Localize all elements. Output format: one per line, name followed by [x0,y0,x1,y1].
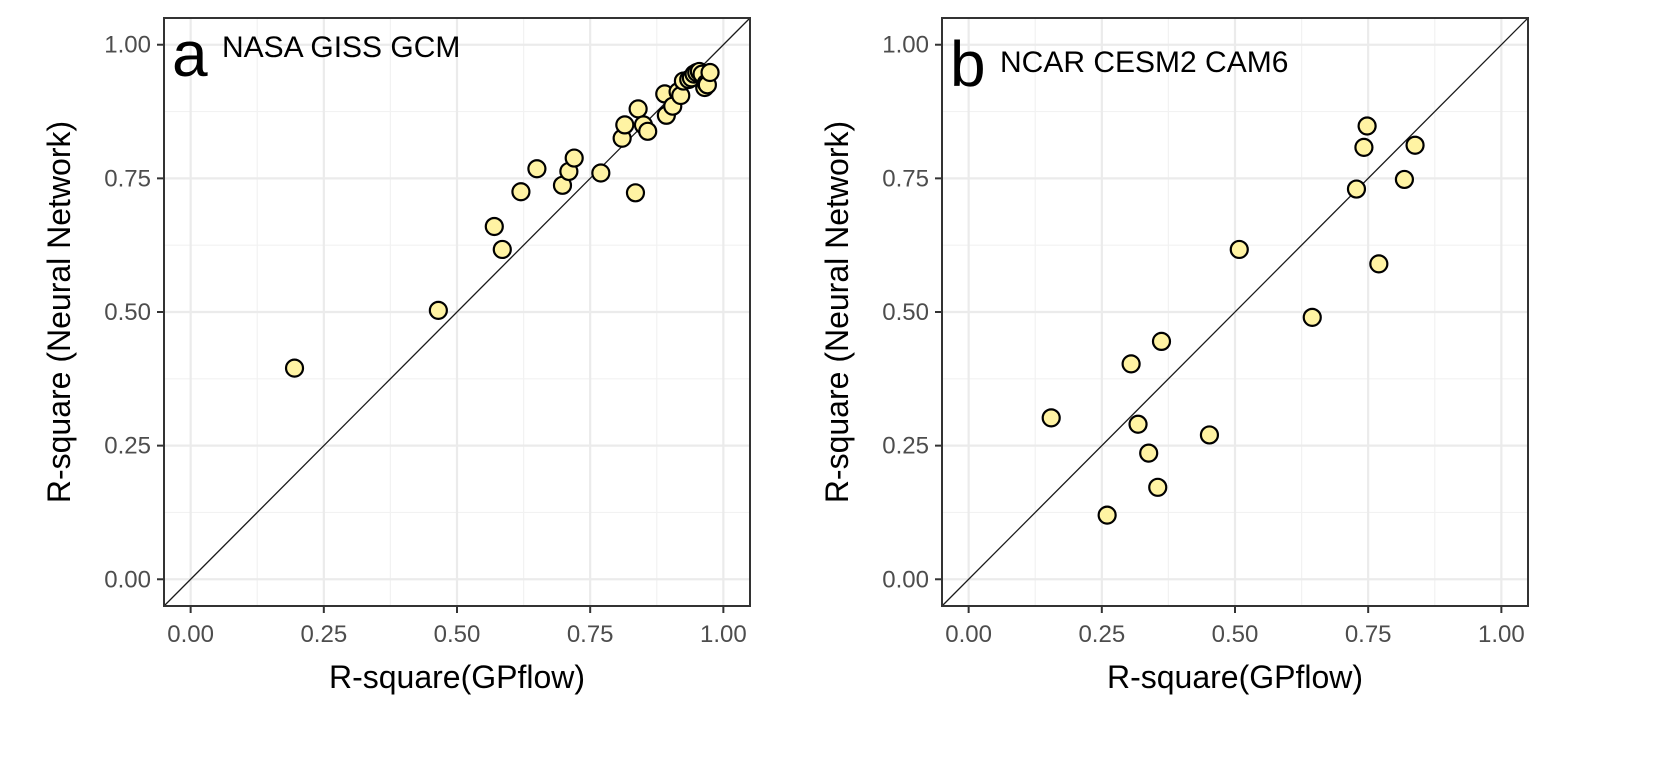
panel-a-y-tick-label: 0.00 [104,566,151,593]
panel-b-data-point [1302,307,1322,327]
panel-a-points [284,61,720,378]
panel-a-identity-line [163,17,751,607]
panel-a-y-tick-label: 0.25 [104,433,151,460]
panel-a-data-point [492,239,512,260]
panel-a-x-axis-title: R-square(GPflow) [329,659,585,695]
panel-a-data-point [615,115,635,135]
panel-a-y-tick-label: 0.50 [104,299,151,326]
panel-a-x-tick-label: 0.75 [567,621,614,648]
panel-b-letter: b [950,28,986,100]
panel-b-x-axis-title: R-square(GPflow) [1107,659,1363,695]
panel-b-data-point [1128,414,1148,434]
panel-a-title: NASA GISS GCM [222,31,460,64]
panel-a-data-point [564,148,584,168]
panel-a-data-point [591,163,611,183]
panel-a-data-point [527,159,547,179]
panel-b-x-tick-label: 0.75 [1345,621,1392,648]
panel-a-y-tick-label: 0.75 [104,165,151,192]
panel-b-x-tick-label: 0.25 [1078,621,1125,648]
panel-a-letter: a [172,18,208,90]
panel-b-data-point [1097,505,1117,525]
panel-a-y-tick-label: 1.00 [104,32,151,59]
panel-b-y-tick-label: 0.00 [882,566,929,593]
panel-b-data-point [1121,354,1141,374]
panel-b-data-point [1199,425,1220,445]
panel-b-data-point [1405,135,1425,155]
panel-b-ticks: 0.00 0.00 0.25 0.25 0.50 0.50 0.75 0.75 1.00 1.00 [882,32,1524,648]
panel-a-data-point [511,182,531,202]
panel-a-ticks: 0.00 0.00 0.25 0.25 0.50 0.50 0.75 0.75 1.00 1.00 [104,32,746,648]
panel-b-y-tick-label: 1.00 [882,32,929,59]
panel-b: 0.00 0.00 0.25 0.25 0.50 0.50 0.75 0.75 1.00 1.00… [819,17,1529,695]
panel-b-x-tick-label: 1.00 [1478,621,1525,648]
panel-b-identity-line [941,17,1529,607]
panel-b-data-point [1229,239,1249,260]
panel-a-data-point [284,358,305,378]
panel-b-y-tick-label: 0.25 [882,433,929,460]
panel-b-points [1041,116,1425,525]
panel-a-data-point [428,300,448,320]
panel-b-data-point [1151,331,1172,351]
panel-b-data-point [1394,169,1415,190]
panel-b-data-point [1139,443,1159,463]
panel-b-data-point [1369,254,1389,274]
panel-b-data-point [1346,179,1367,199]
panel-b-x-tick-label: 0.50 [1212,621,1259,648]
panel-a-data-point [638,121,658,141]
panel-a-y-axis-title: R-square (Neural Network) [41,121,77,503]
panel-b-x-tick-label: 0.00 [945,621,992,648]
panel-b-data-point [1354,137,1374,157]
panel-b-y-axis-title: R-square (Neural Network) [819,121,855,503]
panel-b-data-point [1148,477,1168,497]
panel-a-x-tick-label: 0.50 [434,621,481,648]
panel-a-data-point [700,62,720,83]
panel-b-data-point [1041,408,1061,428]
panel-b-grid [942,18,1528,606]
panel-a-x-tick-label: 1.00 [700,621,747,648]
panel-b-y-tick-label: 0.50 [882,299,929,326]
panel-a-data-point [625,183,646,203]
panel-a-x-tick-label: 0.00 [167,621,214,648]
panel-a-data-point [628,99,648,119]
panel-a: 0.00 0.00 0.25 0.25 0.50 0.50 0.75 0.75 1.00 1.00… [41,17,751,695]
panel-a-x-tick-label: 0.25 [300,621,347,648]
panel-b-data-point [1357,116,1377,136]
panel-b-y-tick-label: 0.75 [882,165,929,192]
panel-b-title: NCAR CESM2 CAM6 [1000,46,1288,79]
panel-a-data-point [484,216,504,237]
